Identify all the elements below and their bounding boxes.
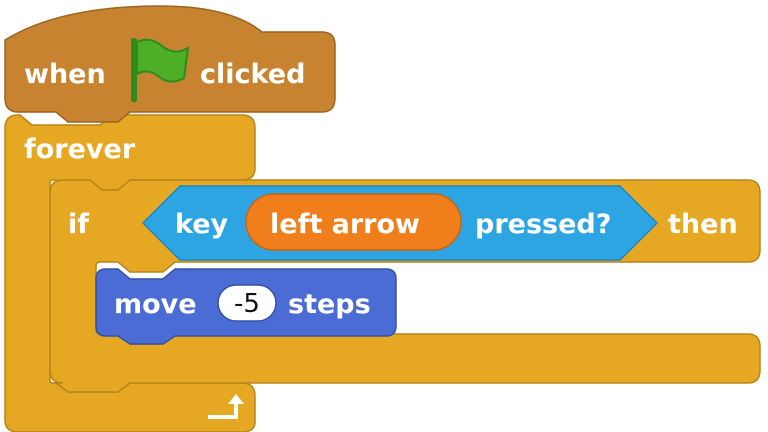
key-label: key: [175, 209, 229, 240]
pressed-label: pressed?: [475, 209, 611, 240]
steps-input-value[interactable]: -5: [234, 289, 260, 319]
key-dropdown[interactable]: left arrow: [245, 193, 462, 251]
forever-block[interactable]: forever: [4, 114, 256, 432]
steps-input[interactable]: -5: [217, 284, 277, 322]
key-pressed-condition[interactable]: key left arrow pressed?: [141, 185, 659, 261]
move-block[interactable]: move -5 steps: [95, 268, 397, 345]
steps-label: steps: [288, 289, 371, 320]
clicked-label: clicked: [200, 59, 305, 90]
key-dropdown-value: left arrow: [270, 209, 420, 240]
green-flag-icon: [131, 38, 190, 102]
move-label: move: [114, 289, 197, 320]
loop-arrow-icon: [208, 394, 244, 419]
if-label: if: [68, 209, 89, 240]
then-label: then: [668, 209, 738, 240]
when-label: when: [24, 59, 106, 90]
when-flag-clicked-block[interactable]: when clicked: [4, 5, 336, 123]
forever-label: forever: [24, 134, 136, 165]
